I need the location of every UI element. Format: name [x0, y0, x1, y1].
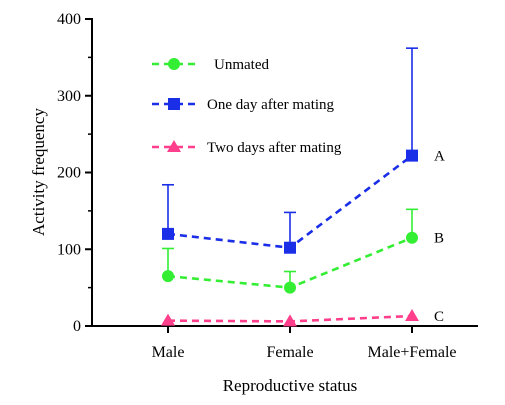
data-point	[162, 227, 174, 240]
group-letter: B	[434, 231, 444, 247]
group-letter: A	[434, 149, 445, 165]
data-point	[284, 241, 296, 254]
data-point	[405, 309, 419, 322]
y-axis-title: Activity frequency	[29, 108, 48, 236]
series-triangle	[161, 309, 419, 327]
data-point	[283, 314, 297, 327]
legend-marker	[168, 98, 180, 110]
legend-label: Two days after mating	[207, 140, 342, 156]
y-tick-label: 200	[57, 165, 81, 182]
group-letters: A B C	[434, 149, 445, 325]
legend-label: Unmated	[214, 57, 269, 73]
series-square	[162, 47, 418, 254]
y-tick-label: 300	[57, 88, 81, 105]
y-tick-label: 400	[57, 11, 81, 28]
legend-item: Two days after mating	[152, 140, 342, 156]
data-point	[162, 270, 174, 283]
axes	[91, 18, 478, 327]
x-tick-label: Female	[266, 344, 313, 361]
series-layer	[161, 47, 419, 327]
legend: Unmated One day after mating Two days afte…	[152, 57, 342, 156]
x-tick-label: Male+Female	[368, 344, 457, 361]
y-tick-label: 100	[57, 241, 81, 258]
x-tick-label: Male	[152, 344, 185, 361]
data-point	[284, 281, 296, 294]
data-point	[406, 149, 418, 162]
legend-marker	[168, 58, 180, 70]
x-axis-title: Reproductive status	[223, 376, 358, 395]
legend-item: One day after mating	[152, 97, 335, 113]
data-point	[406, 231, 418, 244]
data-point	[161, 313, 175, 326]
series-circle	[162, 208, 418, 294]
legend-marker	[167, 140, 181, 152]
legend-label: One day after mating	[207, 97, 335, 113]
ticks: 0 100 200 300 400 Male Female Male+Female	[57, 11, 457, 361]
group-letter: C	[434, 309, 444, 325]
y-tick-label: 0	[73, 318, 81, 335]
legend-item: Unmated	[152, 57, 269, 73]
